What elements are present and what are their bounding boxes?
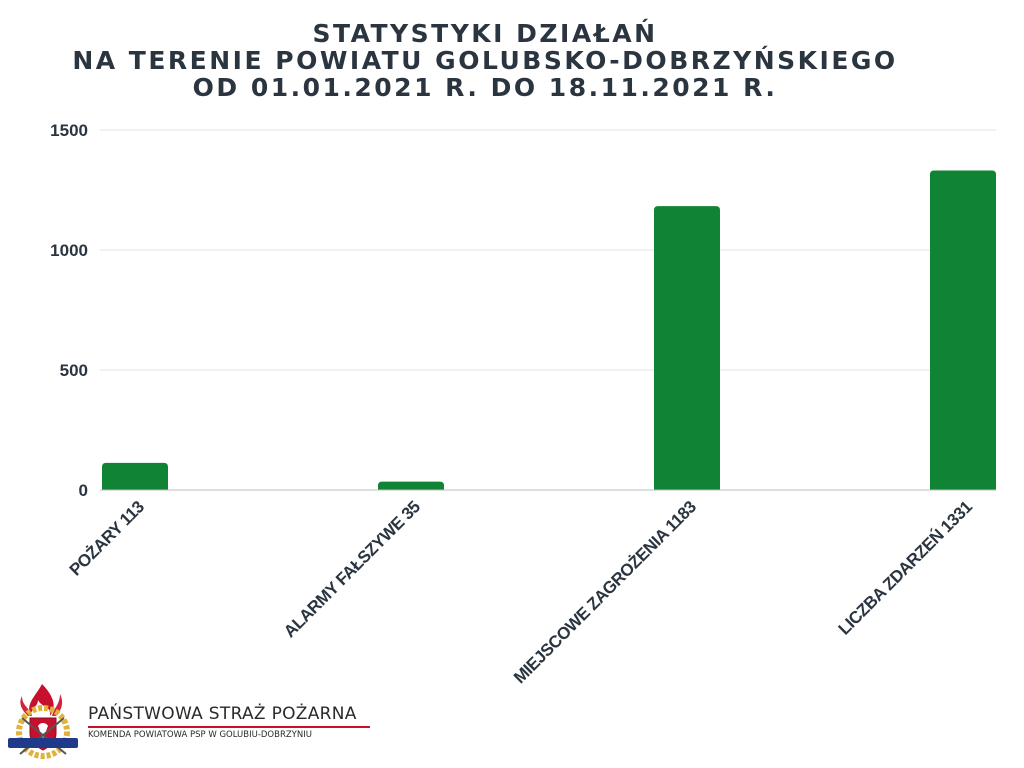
x-tick-label: POŻARY 113 bbox=[66, 497, 148, 579]
bar-3 bbox=[654, 206, 720, 490]
bar-2 bbox=[378, 481, 444, 490]
chart-title: STATYSTYKI DZIAŁAŃ NA TERENIE POWIATU GO… bbox=[0, 20, 970, 101]
fire-service-emblem-icon bbox=[8, 684, 78, 759]
chart-title-line-1: STATYSTYKI DZIAŁAŃ bbox=[312, 19, 658, 48]
logo-divider bbox=[88, 726, 370, 728]
bar-1 bbox=[102, 462, 168, 490]
chart-title-line-3: OD 01.01.2021 R. DO 18.11.2021 R. bbox=[192, 73, 778, 102]
psp-logo: PAŃSTWOWA STRAŻ POŻARNA KOMENDA POWIATOW… bbox=[8, 682, 388, 762]
chart-title-line-2: NA TERENIE POWIATU GOLUBSKO-DOBRZYŃSKIEG… bbox=[72, 46, 898, 75]
bar-4 bbox=[930, 170, 996, 490]
chart-grid bbox=[100, 129, 996, 371]
y-axis-ticks: 0 500 1000 1500 bbox=[50, 121, 88, 500]
logo-name: PAŃSTWOWA STRAŻ POŻARNA bbox=[88, 704, 357, 724]
logo-subtitle: KOMENDA POWIATOWA PSP W GOLUBIU-DOBRZYNI… bbox=[88, 730, 312, 740]
y-tick-label: 1000 bbox=[50, 241, 88, 260]
chart-bars bbox=[102, 170, 996, 490]
y-tick-label: 500 bbox=[60, 361, 88, 380]
y-tick-label: 1500 bbox=[50, 121, 88, 140]
y-tick-label: 0 bbox=[79, 481, 88, 500]
x-tick-label: ALARMY FAŁSZYWE 35 bbox=[280, 497, 424, 641]
x-tick-label: LICZBA ZDARZEŃ 1331 bbox=[835, 497, 976, 638]
x-axis-labels: POŻARY 113 ALARMY FAŁSZYWE 35 MIEJSCOWE ZA… bbox=[66, 497, 976, 687]
x-tick-label: MIEJSCOWE ZAGROŻENIA 1183 bbox=[510, 497, 700, 687]
